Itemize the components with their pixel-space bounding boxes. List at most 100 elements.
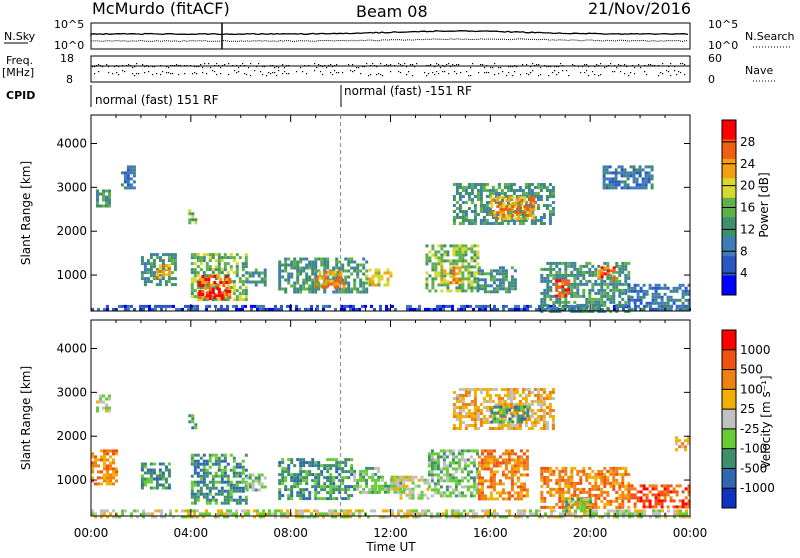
- power-echo-cell: [651, 183, 654, 186]
- velocity-echo-cell: [508, 452, 511, 455]
- power-echo-cell: [517, 205, 520, 208]
- power-echo-cell: [456, 207, 459, 210]
- velocity-echo-cell: [302, 479, 305, 482]
- velocity-echo-cell: [487, 452, 490, 455]
- velocity-echo-cell: [246, 489, 249, 492]
- velocity-echo-cell: [191, 463, 194, 466]
- power-echo-cell: [332, 267, 335, 270]
- velocity-echo-cell: [583, 507, 586, 510]
- velocity-echo-cell: [332, 488, 335, 491]
- power-echo-cell: [477, 183, 480, 186]
- velocity-echo-cell: [452, 488, 455, 491]
- power-echo-cell: [467, 280, 470, 283]
- velocity-echo-cell: [242, 490, 245, 493]
- velocity-echo-cell: [236, 472, 239, 475]
- power-echo-cell: [486, 189, 489, 192]
- velocity-echo-cell: [493, 461, 496, 464]
- power-echo-cell: [651, 165, 654, 168]
- velocity-echo-cell: [543, 421, 546, 424]
- velocity-echo-cell: [586, 512, 589, 515]
- velocity-echo-cell: [510, 424, 513, 427]
- power-echo-cell: [162, 270, 165, 273]
- power-echo-cell: [168, 267, 171, 270]
- velocity-echo-cell: [403, 488, 406, 491]
- power-echo-cell: [246, 272, 249, 275]
- freq-dot: [118, 74, 119, 75]
- power-echo-cell: [302, 270, 305, 273]
- nave-dot: [284, 67, 285, 68]
- power-echo-cell: [552, 210, 555, 213]
- velocity-echo-cell: [203, 478, 206, 481]
- power-echo-cell: [459, 216, 462, 219]
- power-echo-cell: [484, 287, 487, 290]
- power-echo-cell: [337, 277, 340, 280]
- velocity-echo-cell: [430, 512, 433, 515]
- freq-dot: [412, 75, 413, 76]
- power-echo-cell: [142, 305, 145, 308]
- power-echo-cell: [344, 279, 347, 282]
- power-echo-cell: [378, 281, 381, 284]
- velocity-echo-cell: [618, 497, 621, 500]
- power-echo-cell: [108, 199, 111, 202]
- velocity-echo-cell: [464, 464, 467, 467]
- freq-dot: [196, 73, 197, 74]
- velocity-echo-cell: [675, 448, 678, 451]
- power-echo-cell: [277, 308, 280, 311]
- velocity-echo-cell: [591, 488, 594, 491]
- velocity-echo-cell: [543, 497, 546, 500]
- freq-dot: [436, 71, 437, 72]
- velocity-echo-cell: [505, 406, 508, 409]
- velocity-echo-cell: [224, 499, 227, 502]
- power-echo-cell: [456, 189, 459, 192]
- velocity-echo-cell: [682, 512, 685, 515]
- velocity-echo-cell: [242, 481, 245, 484]
- velocity-echo-cell: [517, 485, 520, 488]
- power-echo-cell: [505, 214, 508, 217]
- power-echo-cell: [514, 305, 517, 308]
- velocity-echo-cell: [278, 482, 281, 485]
- power-echo-cell: [188, 221, 191, 224]
- velocity-echo-cell: [162, 472, 165, 475]
- power-echo-cell: [480, 222, 483, 225]
- velocity-echo-cell: [473, 461, 476, 464]
- power-echo-cell: [437, 244, 440, 247]
- power-echo-cell: [470, 286, 473, 289]
- power-echo-cell: [496, 287, 499, 290]
- freq-dot: [662, 73, 663, 74]
- velocity-echo-cell: [109, 479, 112, 482]
- velocity-echo-cell: [103, 509, 106, 512]
- power-echo-cell: [658, 293, 661, 296]
- velocity-echo-cell: [478, 473, 481, 476]
- power-echo-cell: [437, 259, 440, 262]
- power-echo-cell: [476, 262, 479, 265]
- nave-dot: [470, 67, 471, 68]
- power-echo-cell: [390, 275, 393, 278]
- velocity-echo-cell: [507, 397, 510, 400]
- velocity-echo-region: [96, 395, 111, 413]
- velocity-echo-cell: [153, 472, 156, 475]
- velocity-echo-cell: [634, 493, 637, 496]
- power-echo-cell: [648, 165, 651, 168]
- power-echo-cell: [142, 308, 145, 311]
- power-echo-cell: [153, 277, 156, 280]
- power-echo-cell: [508, 308, 511, 311]
- velocity-echo-cell: [486, 394, 489, 397]
- power-echo-cell: [191, 277, 194, 280]
- velocity-echo-cell: [409, 509, 412, 512]
- velocity-echo-cell: [239, 502, 242, 505]
- velocity-echo-cell: [470, 491, 473, 494]
- velocity-echo-cell: [504, 388, 507, 391]
- power-echo-cell: [609, 180, 612, 183]
- velocity-echo-cell: [480, 391, 483, 394]
- power-echo-cell: [320, 261, 323, 264]
- power-echo-cell: [603, 280, 606, 283]
- freq-dot: [658, 75, 659, 76]
- power-echo-cell: [387, 281, 390, 284]
- power-echo-cell: [582, 289, 585, 292]
- velocity-echo-cell: [685, 487, 688, 490]
- velocity-echo-cell: [245, 454, 248, 457]
- velocity-echo-cell: [144, 472, 147, 475]
- velocity-echo-cell: [477, 406, 480, 409]
- power-echo-cell: [436, 305, 439, 308]
- velocity-echo-cell: [258, 483, 261, 486]
